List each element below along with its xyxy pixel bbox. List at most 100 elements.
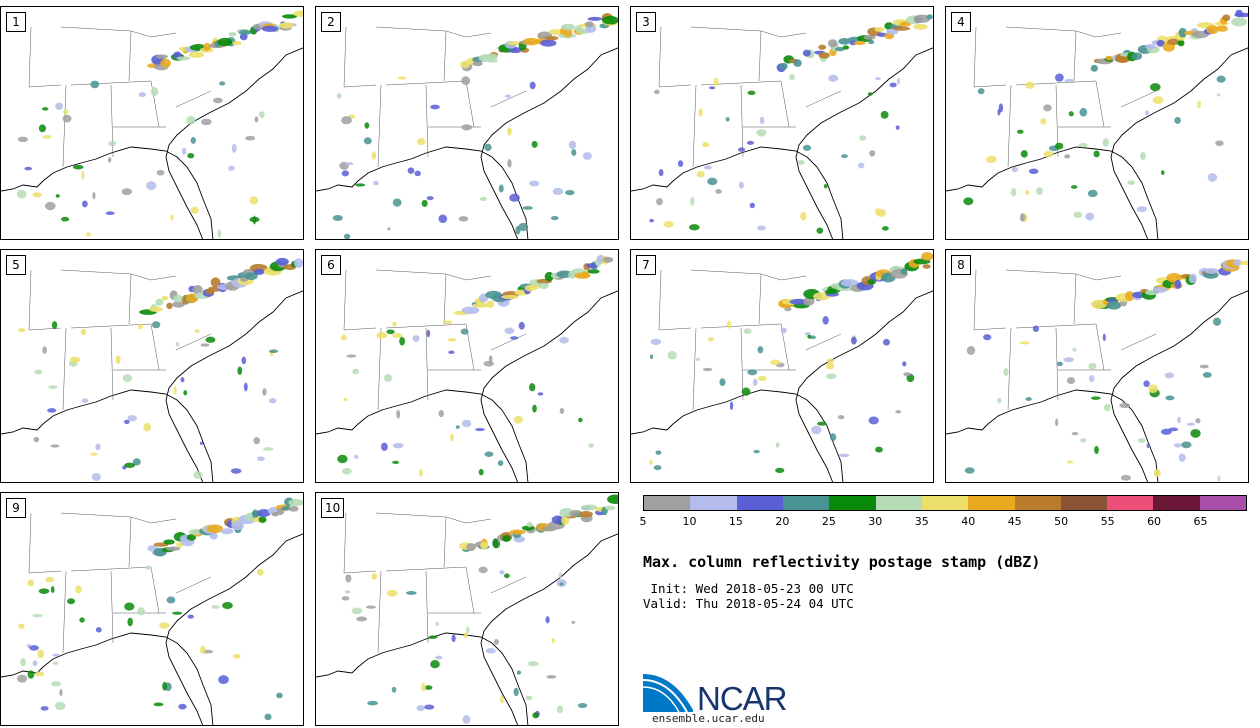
echo-cell [44,201,56,211]
colorbar-tick-label: 40 [961,515,976,528]
echo-cell [836,286,854,292]
member-label: 3 [636,12,656,32]
echo-cell [707,177,718,186]
state-border [385,80,467,86]
echo-cell [922,264,931,269]
echo-cell [472,302,490,308]
echo-cell [460,328,469,335]
echo-cell [497,460,504,466]
echo-cell [34,671,45,677]
echo-cell [658,168,664,177]
echo-cell [895,410,902,414]
stamp-panel: 3 [630,6,934,240]
echo-cell [163,539,175,545]
echo-cell [532,404,537,413]
echo-cell [192,284,203,295]
echo-cell [540,39,557,47]
echo-cell [601,15,618,25]
echo-cell [565,189,575,196]
echo-cell [757,375,767,382]
state-border [60,269,177,281]
echo-cell [1073,211,1083,218]
echo-cell [275,257,289,266]
echo-cell [138,323,144,330]
member-label: 4 [951,12,971,32]
echo-cell [447,337,457,342]
echo-cell [341,116,352,125]
echo-cell [1088,375,1095,382]
state-border [28,26,62,88]
echo-cell [741,387,751,396]
echo-cell [187,152,195,159]
echo-cell [171,611,183,615]
echo-cell [869,150,876,157]
echo-cell [516,670,522,675]
echo-cell [392,321,397,327]
echo-cell [507,159,512,168]
state-border [425,327,429,401]
echo-cell [1003,367,1009,376]
echo-cell [649,218,654,223]
echo-cell [545,616,550,624]
echo-cell [24,166,33,171]
echo-cell [17,136,29,143]
echo-cell [188,51,205,58]
echo-cell [559,336,569,344]
colorbar-swatch [921,496,969,510]
echo-cell [1173,443,1182,448]
echo-cell [176,56,191,61]
echo-cell [867,92,873,96]
echo-cell [343,233,351,239]
echo-cell [835,46,845,52]
echo-cell [1217,475,1221,482]
echo-cell [51,681,62,687]
echo-cell [859,135,867,141]
echo-cell [510,336,519,340]
state-border [490,333,527,351]
state-border [758,30,762,82]
echo-cell [205,289,215,295]
echo-cell [91,473,101,482]
state-border [443,516,447,568]
echo-cell [1019,341,1030,345]
echo-cell [1188,273,1197,284]
echo-cell [875,76,881,81]
echo-cell [507,127,512,136]
echo-cell [466,543,476,552]
state-border [375,26,492,38]
echo-cell [1063,357,1075,363]
echo-cell [364,122,370,129]
echo-cell [816,227,824,234]
colorbar-tick-label: 5 [639,515,647,528]
stamp-panel: 4 [945,6,1249,240]
echo-cell [42,135,52,139]
echo-cell [578,417,583,423]
echo-cell [345,574,352,583]
echo-cell [212,97,223,104]
colorbar-tick-label: 55 [1100,515,1115,528]
echo-cell [841,154,848,159]
echo-cell [127,617,133,627]
echo-cell [902,361,907,367]
echo-cell [50,444,60,448]
echo-cell [206,524,224,534]
state-border [658,26,692,88]
state-border [385,323,467,329]
echo-cell [1177,416,1181,424]
echo-cell [518,222,529,232]
coastline [1,533,303,725]
echo-cell [1143,380,1150,388]
echo-cell [426,329,431,338]
echo-cell [874,27,885,32]
echo-cell [1160,170,1165,176]
echo-cell [1132,52,1143,60]
echo-cell [757,225,766,231]
echo-cell [380,442,388,451]
echo-cell [504,327,515,335]
echo-cell [654,89,660,95]
echo-cell [513,687,519,697]
state-border [425,84,429,158]
coastline [1,290,303,482]
echo-cell [162,681,168,691]
state-border [128,273,132,325]
